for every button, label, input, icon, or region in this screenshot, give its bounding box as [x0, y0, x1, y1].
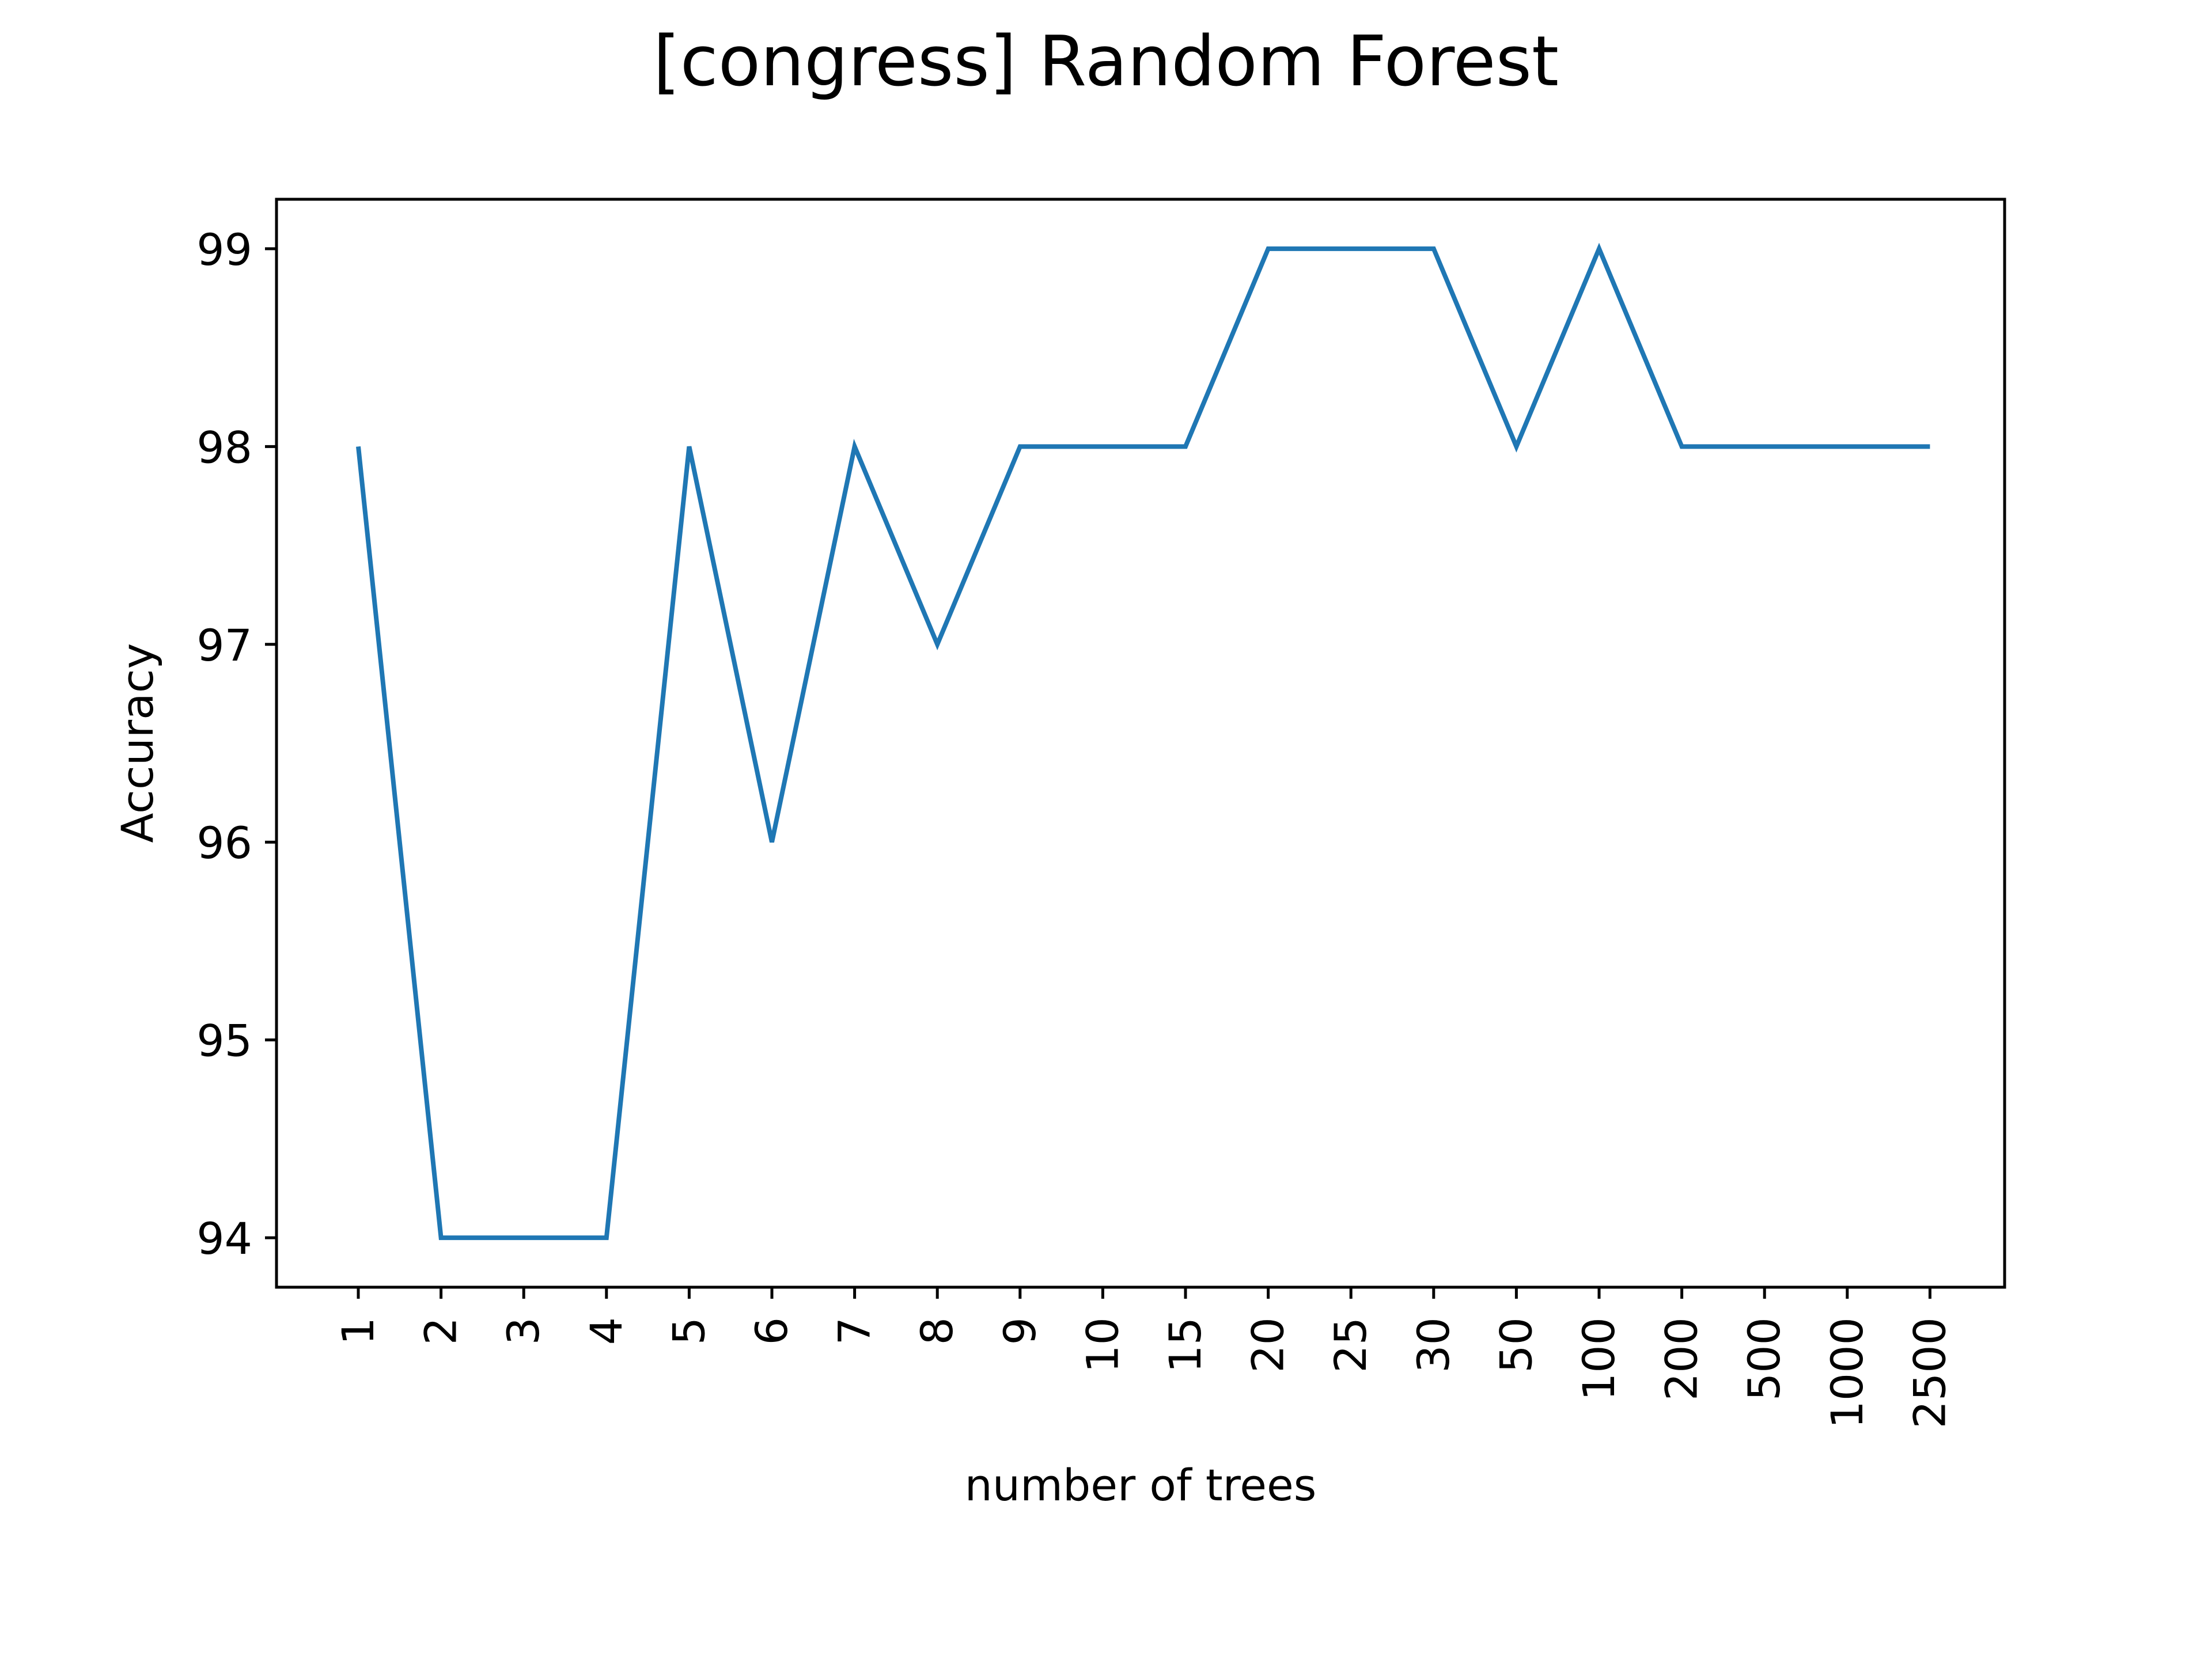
x-tick-label: 25 — [1325, 1317, 1376, 1373]
y-tick-label: 98 — [196, 422, 252, 473]
x-tick-label: 7 — [829, 1317, 880, 1345]
x-tick-label: 10 — [1077, 1317, 1128, 1373]
x-tick-label: 500 — [1738, 1317, 1790, 1401]
x-tick-label: 1000 — [1821, 1317, 1873, 1428]
series-line — [356, 242, 1930, 1241]
y-axis-ticks: 94 95 96 97 98 99 — [196, 224, 276, 1264]
x-tick-label: 3 — [498, 1317, 549, 1345]
chart-title: [congress] Random Forest — [653, 22, 1559, 102]
x-axis-ticks: 1 2 3 4 5 6 7 8 9 10 15 20 25 30 50 100 200 500 1000 2500 — [332, 1287, 1955, 1428]
plot-frame — [275, 198, 2006, 1289]
x-tick-label: 8 — [911, 1317, 963, 1345]
y-axis-label: Accuracy — [112, 643, 163, 843]
x-tick-label: 5 — [663, 1317, 714, 1345]
x-tick-label: 50 — [1490, 1317, 1541, 1373]
x-tick-label: 6 — [746, 1317, 797, 1345]
x-tick-label: 4 — [581, 1317, 632, 1345]
y-tick-label: 97 — [196, 620, 252, 671]
x-axis-label: number of trees — [965, 1459, 1317, 1511]
y-tick-label: 95 — [196, 1015, 252, 1067]
x-tick-label: 2 — [415, 1317, 467, 1345]
x-tick-label: 20 — [1243, 1317, 1294, 1373]
x-tick-label: 200 — [1656, 1317, 1707, 1401]
x-tick-label: 1 — [332, 1317, 384, 1345]
y-tick-label: 96 — [196, 817, 252, 869]
x-tick-label: 15 — [1160, 1317, 1211, 1373]
y-tick-label: 94 — [196, 1213, 252, 1264]
x-tick-label: 2500 — [1904, 1317, 1955, 1428]
x-tick-label: 100 — [1573, 1317, 1624, 1401]
series-layer — [356, 242, 1930, 1241]
x-tick-label: 9 — [994, 1317, 1046, 1345]
x-tick-label: 30 — [1408, 1317, 1459, 1373]
y-tick-label: 99 — [196, 224, 252, 275]
